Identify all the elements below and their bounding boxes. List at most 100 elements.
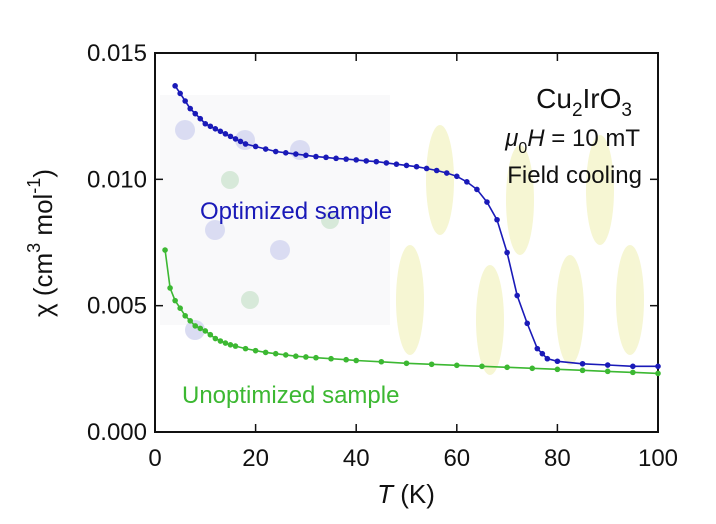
data-point [207,123,214,130]
data-point [212,335,219,342]
data-point [534,345,541,352]
data-point [474,186,480,193]
data-point [272,350,279,357]
data-point [212,126,219,132]
data-point [454,362,460,369]
x-tick-label: 80 [544,445,571,472]
data-point [192,323,199,329]
data-point [373,158,380,165]
data-point [403,360,410,367]
data-point [454,173,460,180]
y-tick-label: 0.005 [87,293,147,320]
data-point [172,83,178,89]
data-point [433,167,440,174]
optimized-series-label: Optimized sample [200,198,392,225]
data-point [303,354,309,360]
data-point [177,90,183,97]
data-point [494,216,500,223]
data-point [197,115,204,122]
compound-label: Cu2IrO3 [536,83,632,121]
data-point [182,312,188,319]
x-tick-label: 100 [638,445,678,472]
data-point [413,163,420,170]
data-point [343,156,349,162]
field-label: μ0H = 10 mT [504,125,640,157]
data-point [227,342,234,348]
data-point [237,138,244,145]
data-point [202,328,209,334]
unoptimized-series-label: Unoptimized sample [182,382,399,409]
data-point [222,340,229,346]
data-point [484,199,490,205]
data-point [423,165,430,172]
data-point [383,160,390,166]
y-axis-title: χ (cm3 mol-1) [24,169,58,317]
data-point [182,98,188,104]
data-point [167,285,173,291]
data-point [272,148,279,155]
data-point [323,154,329,161]
data-point [604,368,611,375]
data-point [328,355,334,362]
data-point [343,356,349,363]
data-point [293,151,299,157]
data-point [579,367,586,374]
data-point [524,320,531,327]
data-point [262,349,269,356]
data-point [554,366,561,373]
data-point [479,363,485,370]
series-layer [162,83,661,377]
series-1 [162,247,661,377]
data-point [630,369,636,376]
x-tick-label: 60 [443,445,470,472]
data-point [353,357,360,364]
x-tick-label: 0 [148,445,161,472]
x-tick-label: 20 [242,445,269,472]
data-point [378,358,385,365]
data-point [403,162,410,169]
background-structure-illustration [160,95,644,375]
data-point [604,362,611,368]
data-point [227,133,234,140]
data-point [192,110,199,117]
data-point [353,157,360,163]
data-point [187,318,194,324]
data-point [579,360,586,367]
data-point [514,292,520,299]
x-tick-label: 40 [343,445,370,472]
data-point [504,249,510,256]
axis-ticks: 0 20 40 60 80 100 0.000 0.005 0.010 0.015 [87,40,678,472]
data-point [282,352,289,358]
data-point [303,152,309,159]
data-point [363,158,370,164]
data-point [252,347,259,354]
data-point [217,128,224,135]
y-tick-label: 0.000 [87,419,147,446]
data-point [539,350,546,357]
data-point [172,297,178,304]
data-point [655,363,661,370]
measurement-mode-label: Field cooling [507,162,642,189]
data-point [207,331,214,338]
data-point [529,365,536,372]
data-point [202,120,209,127]
data-point [197,325,204,332]
data-point [393,161,400,167]
data-point [630,363,636,370]
data-point [177,305,183,311]
data-point [242,141,249,147]
data-point [443,170,450,176]
data-point [252,143,259,150]
data-point [217,338,224,344]
data-point [464,179,470,185]
data-point [333,155,339,162]
data-point [232,136,239,142]
data-point [544,355,551,362]
data-point [504,364,510,371]
plot-frame [154,52,659,433]
y-tick-label: 0.010 [87,166,147,193]
data-point [162,247,168,253]
data-point [428,361,435,368]
data-point [655,370,661,377]
